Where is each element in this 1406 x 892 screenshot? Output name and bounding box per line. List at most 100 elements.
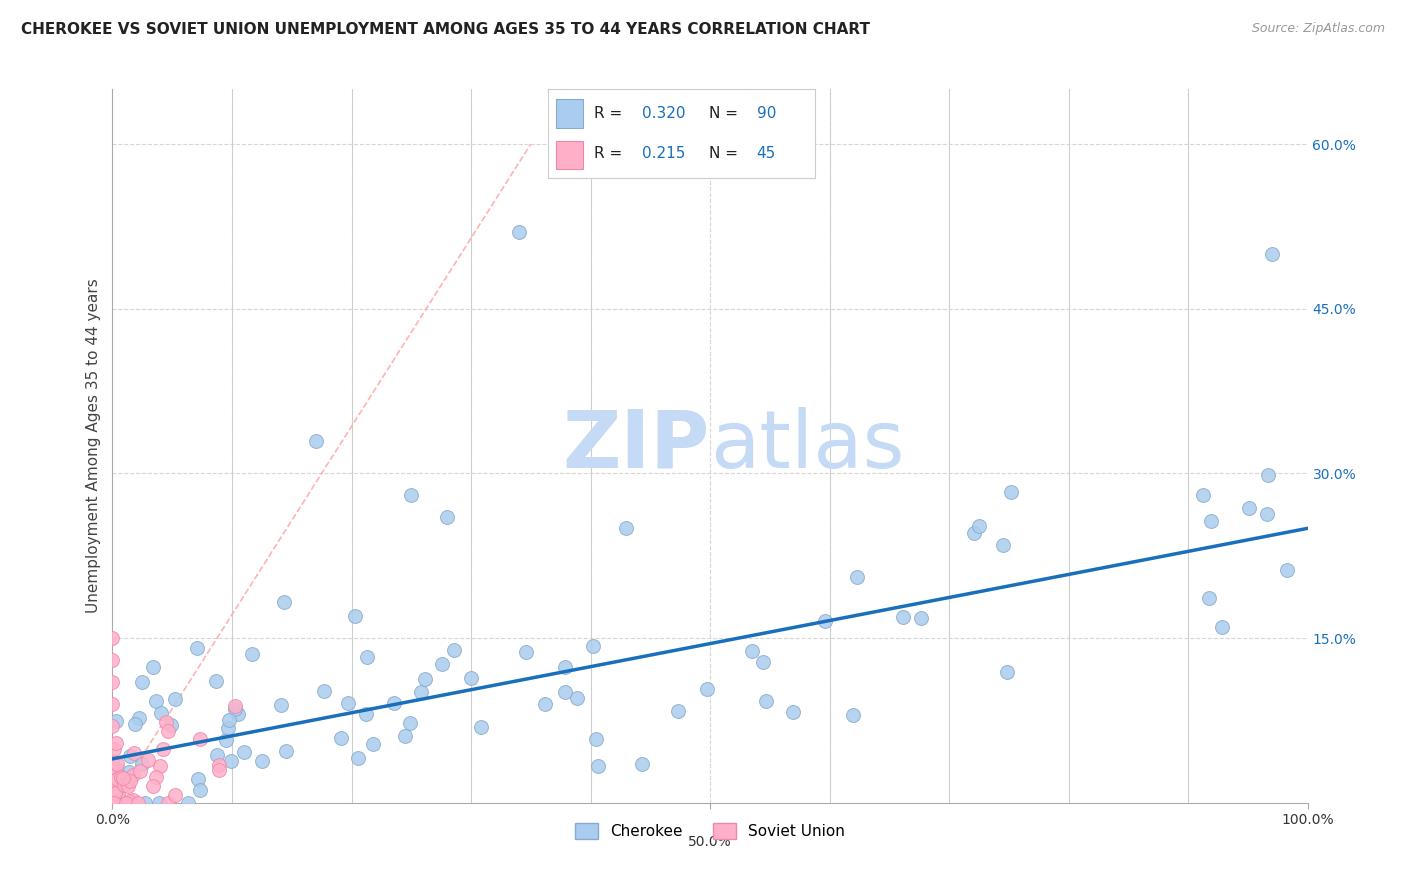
Point <box>112 771 135 785</box>
Point <box>149 706 172 720</box>
Point <box>205 673 228 688</box>
Point <box>155 714 177 729</box>
Point <box>741 643 763 657</box>
Point <box>122 767 145 781</box>
Point <box>101 697 124 711</box>
Point <box>585 731 607 746</box>
Point <box>554 684 576 698</box>
Legend: Cherokee, Soviet Union: Cherokee, Soviet Union <box>569 817 851 845</box>
Point <box>105 736 128 750</box>
Point <box>354 707 377 722</box>
Point <box>991 539 1014 553</box>
Point <box>567 691 589 706</box>
Text: 0.320: 0.320 <box>643 106 685 120</box>
Text: atlas: atlas <box>710 407 904 485</box>
Point <box>508 225 530 239</box>
Point <box>101 675 124 690</box>
Point <box>118 774 141 789</box>
Point <box>115 796 138 810</box>
Point <box>240 647 263 661</box>
Point <box>752 655 775 669</box>
Point <box>177 796 200 810</box>
Point <box>1198 591 1220 606</box>
Point <box>104 796 127 810</box>
Point <box>962 525 984 540</box>
Point <box>226 707 249 722</box>
Point <box>101 782 124 797</box>
Point <box>1211 620 1233 634</box>
Point <box>250 754 273 768</box>
Point <box>401 488 423 502</box>
Point <box>1261 247 1284 261</box>
Point <box>217 721 239 735</box>
Point <box>117 765 139 780</box>
Point <box>118 794 141 808</box>
Point <box>101 782 124 797</box>
Point <box>165 692 187 706</box>
Point <box>782 705 804 719</box>
Point <box>101 653 124 667</box>
Point <box>631 756 654 771</box>
Point <box>534 697 557 711</box>
Point <box>274 744 297 758</box>
Point <box>842 707 865 722</box>
Point <box>443 643 465 657</box>
Point <box>131 675 153 690</box>
Point <box>1191 488 1213 502</box>
Text: CHEROKEE VS SOVIET UNION UNEMPLOYMENT AMONG AGES 35 TO 44 YEARS CORRELATION CHAR: CHEROKEE VS SOVIET UNION UNEMPLOYMENT AM… <box>21 22 870 37</box>
Point <box>586 758 609 772</box>
Point <box>409 685 432 699</box>
Point <box>330 731 353 746</box>
Point <box>755 694 778 708</box>
Point <box>105 772 128 786</box>
Point <box>110 770 132 784</box>
Point <box>1239 500 1261 515</box>
Point <box>270 698 292 712</box>
Point <box>1277 564 1299 578</box>
Point <box>131 756 153 771</box>
Text: 50.0%: 50.0% <box>688 835 733 849</box>
Point <box>152 741 174 756</box>
Text: ZIP: ZIP <box>562 407 710 485</box>
Point <box>101 762 124 776</box>
Point <box>460 671 482 685</box>
Point <box>208 758 231 772</box>
Y-axis label: Unemployment Among Ages 35 to 44 years: Unemployment Among Ages 35 to 44 years <box>86 278 101 614</box>
Text: R =: R = <box>593 146 627 161</box>
Point <box>124 717 146 731</box>
Bar <box>557 141 583 169</box>
Point <box>105 757 128 772</box>
Point <box>188 782 211 797</box>
Point <box>142 779 165 793</box>
Point <box>188 732 211 747</box>
Point <box>187 772 209 787</box>
Point <box>394 729 416 743</box>
Text: N =: N = <box>709 106 742 120</box>
Point <box>1000 484 1022 499</box>
Point <box>157 796 180 810</box>
Point <box>101 754 124 768</box>
Bar <box>557 99 583 128</box>
Point <box>337 697 360 711</box>
Point <box>127 796 149 810</box>
Point <box>101 631 124 645</box>
Point <box>112 778 135 792</box>
Point <box>157 723 180 738</box>
Point <box>430 657 453 672</box>
Point <box>105 762 128 776</box>
Point <box>616 521 638 535</box>
Point <box>305 434 328 448</box>
Point <box>145 694 167 708</box>
Point <box>233 745 256 759</box>
Point <box>215 733 238 747</box>
Point <box>1199 514 1222 528</box>
Point <box>224 699 246 714</box>
Point <box>165 788 187 802</box>
Text: 0.215: 0.215 <box>643 146 685 161</box>
Point <box>398 716 420 731</box>
Point <box>101 719 124 733</box>
Point <box>273 595 295 609</box>
Point <box>1256 507 1278 521</box>
Point <box>224 701 246 715</box>
Point <box>582 639 605 653</box>
